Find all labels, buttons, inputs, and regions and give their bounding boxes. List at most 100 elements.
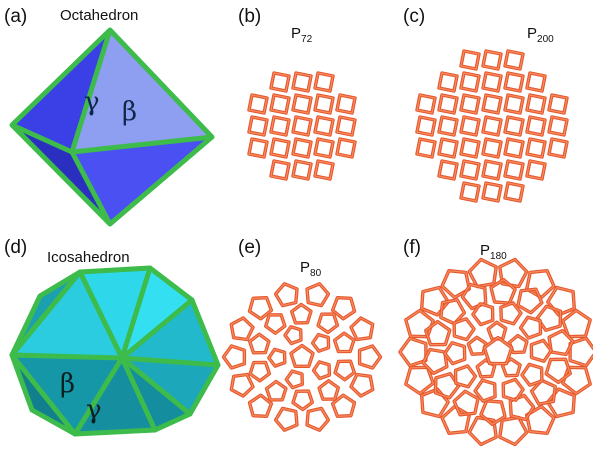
cage-ring-highlight — [504, 50, 524, 70]
cage-ring-highlight — [416, 138, 436, 158]
octa-beta-label: β — [122, 97, 137, 127]
cage-ring-highlight — [441, 270, 470, 299]
cage-ring-highlight — [482, 116, 502, 136]
cage-ring-highlight — [270, 94, 290, 114]
cage-ring — [305, 282, 331, 308]
cage-ring — [273, 406, 299, 432]
cage-ring-highlight — [270, 72, 290, 92]
cage-ring-highlight — [314, 138, 334, 158]
cage-ring-highlight — [317, 313, 338, 334]
cage-ring-highlight — [460, 160, 480, 180]
panel-c-label: (c) — [403, 6, 425, 27]
octa-edges — [9, 27, 215, 227]
cage-ring-highlight — [504, 72, 524, 92]
cage-ring-highlight — [468, 258, 497, 288]
cage-ring-highlight — [460, 138, 480, 158]
icosahedron: β γ — [9, 265, 221, 437]
cage-ring-highlight — [500, 302, 522, 325]
cage-ring-highlight — [444, 342, 466, 365]
cage-ring-highlight — [460, 94, 480, 114]
cage-ring-highlight — [314, 116, 334, 136]
octahedron: γ β — [9, 27, 215, 227]
panel-d-label: (d) — [4, 237, 27, 258]
cage-ring-highlight — [548, 116, 568, 136]
panel-a-title: Octahedron — [60, 7, 138, 24]
cage-ring-highlight — [291, 303, 312, 324]
cage-ring-highlight — [502, 378, 524, 401]
cage-ring-highlight — [438, 138, 458, 158]
icosa-beta-label: β — [60, 369, 75, 399]
cage-ring-highlight — [460, 116, 480, 136]
cage-p80 — [221, 282, 383, 432]
cage-ring-highlight — [548, 138, 568, 158]
cage-ring-highlight — [562, 309, 591, 338]
octa-face-beta — [72, 30, 212, 152]
cage-ring-highlight — [268, 348, 286, 367]
cage-ring-highlight — [292, 390, 313, 411]
cage-ring-highlight — [454, 365, 476, 388]
cage-ring-highlight — [548, 94, 568, 114]
cage-ring-highlight — [275, 283, 298, 307]
cage-ring — [349, 316, 375, 342]
cage-ring-highlight — [504, 182, 524, 202]
cage-ring-highlight — [526, 94, 546, 114]
icosa-face-8 — [122, 358, 190, 430]
cage-ring-highlight — [569, 337, 593, 367]
panel-b-title: P72 — [291, 25, 313, 45]
cage-ring-highlight — [441, 405, 470, 434]
cage-ring-highlight — [460, 72, 480, 92]
cage-ring-highlight — [482, 72, 502, 92]
panel-a-label: (a) — [4, 6, 27, 27]
cage-ring-highlight — [336, 138, 356, 158]
cage-ring — [467, 415, 498, 447]
cage-p72 — [247, 71, 357, 181]
panel-b: (b) P72 — [238, 6, 357, 181]
cage-ring-highlight — [526, 270, 555, 299]
icosa-gamma-label: γ — [86, 395, 102, 425]
cage-ring-highlight — [526, 72, 546, 92]
cage-ring-highlight — [440, 299, 465, 325]
cage-ring — [440, 404, 471, 435]
cage-ring-highlight — [249, 333, 270, 354]
cage-ring-highlight — [350, 373, 374, 397]
cage-ring-highlight — [482, 94, 502, 114]
cage-ring-highlight — [530, 339, 552, 362]
cage-ring-highlight — [526, 116, 546, 136]
cage-ring-highlight — [438, 116, 458, 136]
cage-ring-highlight — [314, 72, 334, 92]
cage-ring-highlight — [519, 316, 542, 339]
cage-ring-highlight — [275, 407, 298, 431]
cage-ring — [525, 269, 556, 300]
icosa-face-6 — [122, 358, 218, 414]
octa-gamma-label: γ — [84, 87, 100, 117]
cage-ring-highlight — [504, 138, 524, 158]
cage-ring-highlight — [499, 416, 528, 446]
cage-ring-highlight — [270, 138, 290, 158]
cage-ring-highlight — [438, 160, 458, 180]
cage-ring-highlight — [314, 94, 334, 114]
panel-f-title: P180 — [480, 242, 507, 262]
cage-ring-highlight — [284, 326, 302, 345]
cage-ring-highlight — [482, 50, 502, 70]
icosa-face-2 — [12, 272, 122, 358]
cage-ring-highlight — [314, 160, 334, 180]
cage-ring-highlight — [248, 297, 272, 320]
cage-ring-highlight — [530, 379, 556, 405]
cage-ring — [273, 282, 299, 308]
cage-ring-highlight — [334, 360, 355, 381]
cage-ring-highlight — [425, 321, 451, 346]
cage-ring-highlight — [332, 394, 356, 417]
cage-ring — [498, 415, 529, 447]
cage-p200 — [415, 49, 569, 203]
cage-ring-highlight — [230, 317, 254, 341]
cage-ring-highlight — [285, 370, 303, 389]
icosa-edges — [9, 265, 221, 437]
cage-ring-highlight — [545, 358, 571, 383]
cage-ring-highlight — [270, 116, 290, 136]
cage-ring-highlight — [416, 94, 436, 114]
cage-ring-highlight — [422, 348, 448, 374]
cage-ring-highlight — [336, 116, 356, 136]
cage-ring — [229, 372, 255, 398]
panel-f: (f) P180 — [398, 237, 593, 447]
